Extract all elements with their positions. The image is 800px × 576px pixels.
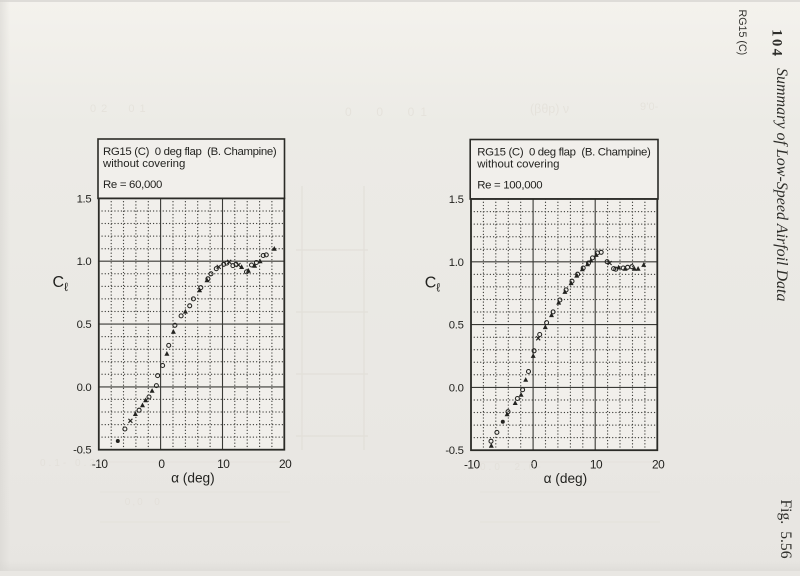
svg-text:α (deg): α (deg) xyxy=(171,470,215,485)
svg-text:Re = 60,000: Re = 60,000 xyxy=(103,179,162,191)
svg-text:1.5: 1.5 xyxy=(449,194,464,206)
svg-text:0.5: 0.5 xyxy=(449,320,464,332)
svg-text:0 0 01: 0 0 01 xyxy=(345,105,433,119)
svg-text:1.5: 1.5 xyxy=(77,193,92,205)
svg-text:0.0: 0.0 xyxy=(77,382,92,394)
svg-text:without covering: without covering xyxy=(102,158,185,170)
svg-text:1.0: 1.0 xyxy=(77,256,92,268)
svg-text:20: 20 xyxy=(652,457,665,471)
svg-text:20: 20 xyxy=(279,457,292,471)
svg-text:-0.5: -0.5 xyxy=(445,445,463,457)
svg-text:-0.5: -0.5 xyxy=(73,445,91,457)
svg-text:Fig. 5.56: Fig. 5.56 xyxy=(777,500,794,559)
svg-text:Re = 100,000: Re = 100,000 xyxy=(477,180,542,192)
svg-text:10: 10 xyxy=(217,457,230,471)
svg-text:without covering: without covering xyxy=(476,158,559,170)
svg-text:-10: -10 xyxy=(92,457,109,471)
svg-text:1.0: 1.0 xyxy=(449,257,464,269)
svg-text:RG15 (C) 0 deg flap (B. Cham: RG15 (C) 0 deg flap (B. Champine) xyxy=(103,146,277,158)
svg-text:104: 104 xyxy=(769,29,785,58)
svg-text:9’0-: 9’0- xyxy=(640,101,659,113)
svg-text:10: 10 xyxy=(590,457,603,471)
svg-text:RG15 (C): RG15 (C) xyxy=(736,10,748,56)
svg-text:-10: -10 xyxy=(464,457,481,471)
svg-text:0,0 0: 0,0 0 xyxy=(120,497,167,508)
svg-text:(βθp) ν: (βθp) ν xyxy=(530,102,569,116)
svg-text:0.1- 0.2-: 0.1- 0.2- xyxy=(40,458,104,469)
svg-text:0: 0 xyxy=(158,457,165,471)
svg-text:0.0 2.0-: 0.0 2.0- xyxy=(480,462,544,473)
svg-text:Summary of Low-Speed Airfoil D: Summary of Low-Speed Airfoil Data xyxy=(773,68,790,301)
svg-text:0: 0 xyxy=(531,457,538,471)
svg-text:α (deg): α (deg) xyxy=(544,471,588,486)
svg-text:0.5: 0.5 xyxy=(77,319,92,331)
svg-text:RG15 (C) 0 deg flap (B. Cham: RG15 (C) 0 deg flap (B. Champine) xyxy=(477,147,651,159)
svg-text:0.0: 0.0 xyxy=(449,382,464,394)
svg-text:02 01: 02 01 xyxy=(90,103,151,115)
